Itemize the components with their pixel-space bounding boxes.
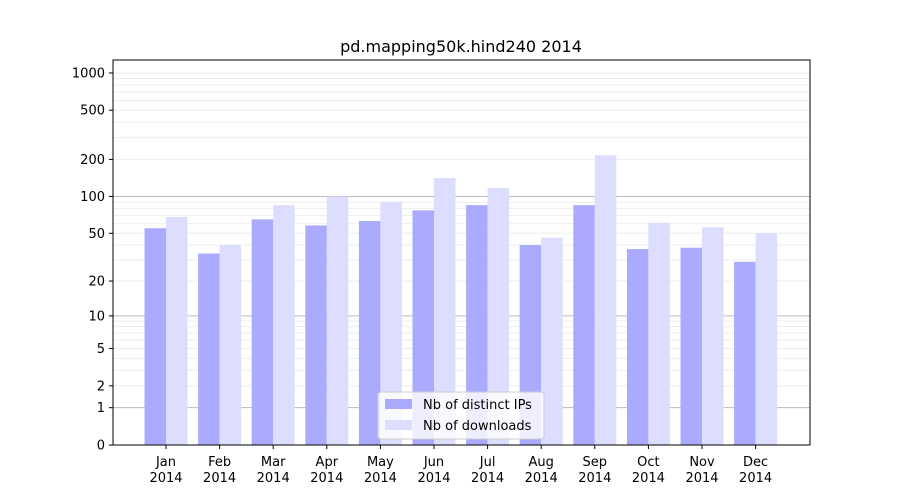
bar-downloads <box>380 202 402 445</box>
x-tick-label: 2014 <box>632 471 665 486</box>
y-tick-label: 500 <box>80 104 105 119</box>
x-tick-label: 2014 <box>525 471 558 486</box>
y-axis: 0 1 2 5 10 20 50 100 200 500 1000 <box>72 66 113 454</box>
bar-distinct-ips <box>466 205 488 445</box>
x-tick-label: Mar <box>261 455 286 470</box>
x-tick-label: 2014 <box>364 471 397 486</box>
bar-distinct-ips <box>305 225 327 445</box>
chart-title: pd.mapping50k.hind240 2014 <box>340 37 582 56</box>
x-tick-label: 2014 <box>149 471 182 486</box>
x-tick-label: 2014 <box>203 471 236 486</box>
bar-distinct-ips <box>251 219 274 445</box>
x-tick-label: Oct <box>637 455 659 470</box>
bar-distinct-ips <box>680 247 702 445</box>
x-tick-label: 2014 <box>471 471 504 486</box>
x-tick-label: Aug <box>529 455 554 470</box>
y-tick-label: 100 <box>80 190 105 205</box>
x-tick-label: Jul <box>479 455 496 470</box>
y-tick-label: 0 <box>97 439 105 454</box>
x-tick-label: 2014 <box>310 471 343 486</box>
legend-label-distinct-ips: Nb of distinct IPs <box>423 398 532 413</box>
bar-downloads <box>219 245 242 445</box>
y-tick-label: 2 <box>97 379 105 394</box>
legend-label-downloads: Nb of downloads <box>423 419 532 434</box>
x-tick-label: Sep <box>583 455 608 470</box>
bar-distinct-ips <box>573 205 595 445</box>
bar-distinct-ips <box>412 210 434 445</box>
bar-downloads <box>166 216 188 445</box>
legend-swatch-distinct-ips <box>385 399 412 409</box>
x-tick-label: 2014 <box>417 471 450 486</box>
x-tick-label: 2014 <box>739 471 772 486</box>
y-tick-label: 5 <box>97 342 105 357</box>
x-tick-label: 2014 <box>578 471 611 486</box>
bar-downloads <box>487 188 510 446</box>
x-tick-label: Dec <box>743 455 768 470</box>
x-tick-label: 2014 <box>685 471 718 486</box>
bar-downloads <box>755 233 778 445</box>
bar-downloads <box>273 205 295 445</box>
x-tick-label: Apr <box>316 455 339 470</box>
x-axis: Jan2014Feb2014Mar2014Apr2014May2014Jun20… <box>149 445 772 486</box>
x-tick-label: Feb <box>208 455 231 470</box>
plot-frame <box>112 59 811 446</box>
bar-downloads <box>434 178 456 445</box>
legend: Nb of distinct IPs Nb of downloads <box>377 391 545 440</box>
bar-downloads <box>541 237 563 445</box>
y-tick-label: 1000 <box>72 66 105 81</box>
bar-distinct-ips <box>626 249 649 445</box>
x-tick-label: 2014 <box>257 471 290 486</box>
legend-swatch-downloads <box>385 420 412 430</box>
legend-box <box>377 391 545 440</box>
bar-distinct-ips <box>198 253 220 445</box>
y-tick-label: 20 <box>88 275 105 290</box>
bar-distinct-ips <box>144 228 166 445</box>
x-tick-label: Nov <box>689 455 715 470</box>
x-tick-label: May <box>367 455 394 470</box>
bar-downloads <box>648 222 670 445</box>
bar-distinct-ips <box>734 261 756 445</box>
bars <box>144 155 778 446</box>
y-tick-label: 10 <box>88 309 105 324</box>
x-tick-label: Jun <box>423 455 444 470</box>
x-tick-label: Jan <box>155 455 176 470</box>
bar-downloads <box>594 155 617 445</box>
y-tick-label: 50 <box>88 227 105 242</box>
y-tick-label: 200 <box>80 153 105 168</box>
bar-downloads <box>702 227 724 445</box>
y-tick-label: 1 <box>97 401 105 416</box>
bar-downloads <box>326 196 349 445</box>
bar-distinct-ips <box>358 221 381 445</box>
